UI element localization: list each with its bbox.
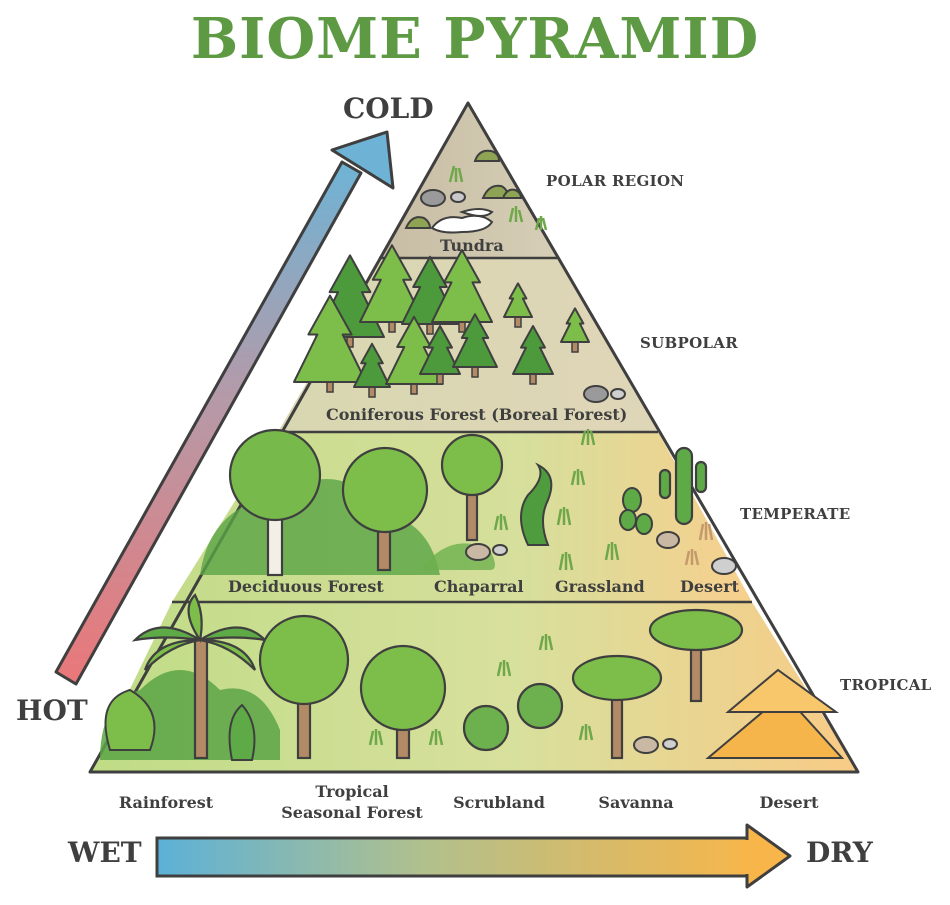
region-label-temperate: TEMPERATE bbox=[740, 505, 851, 523]
rock bbox=[610, 388, 626, 400]
region-label-subpolar: SUBPOLAR bbox=[640, 334, 738, 352]
conifer-tree bbox=[353, 342, 391, 398]
acacia-tree bbox=[648, 608, 744, 703]
conifer-tree bbox=[293, 294, 367, 393]
conifer-tree bbox=[419, 325, 461, 385]
temperate-illustration bbox=[200, 428, 737, 577]
biome-label-savanna: Savanna bbox=[598, 793, 674, 812]
moisture-arrow bbox=[155, 823, 792, 889]
page-title: BIOME PYRAMID bbox=[190, 6, 760, 72]
region-label-tropical: TROPICAL bbox=[840, 676, 932, 694]
biome-label-tropical-desert: Desert bbox=[759, 793, 819, 812]
conifer-tree bbox=[431, 249, 493, 333]
biome-label-scrubland: Scrubland bbox=[453, 793, 545, 812]
deciduous-tree bbox=[228, 428, 322, 577]
hot-label: HOT bbox=[16, 694, 88, 727]
conifer-tree bbox=[359, 244, 425, 333]
dry-label: DRY bbox=[806, 836, 873, 869]
biome-label-chaparral: Chaparral bbox=[434, 577, 524, 596]
conifer-tree bbox=[452, 313, 498, 378]
deciduous-tree bbox=[341, 446, 429, 572]
tropical-tree bbox=[258, 614, 350, 760]
wet-label: WET bbox=[68, 836, 142, 869]
coniferous-illustration bbox=[293, 244, 626, 403]
tropical-illustration bbox=[100, 593, 845, 761]
biome-label-tundra: Tundra bbox=[440, 236, 504, 255]
biome-label-coniferous: Coniferous Forest (Boreal Forest) bbox=[326, 405, 628, 424]
cactus bbox=[619, 487, 653, 535]
tropical-tree bbox=[359, 644, 447, 760]
conifer-tree bbox=[560, 307, 590, 353]
tundra-illustration bbox=[404, 149, 548, 234]
biome-label-tropical-seasonal-forest: Tropical Seasonal Forest bbox=[281, 782, 423, 822]
cactus bbox=[658, 446, 708, 526]
biome-label-rainforest: Rainforest bbox=[118, 793, 214, 812]
biome-label-grassland: Grassland bbox=[555, 577, 645, 596]
biome-label-deciduous: Deciduous Forest bbox=[228, 577, 384, 596]
chaparral-tree bbox=[440, 433, 504, 542]
region-label-polar: POLAR REGION bbox=[546, 172, 685, 190]
conifer-tree bbox=[512, 325, 554, 385]
acacia-tree bbox=[571, 654, 663, 760]
rock bbox=[583, 385, 609, 403]
conifer-tree bbox=[503, 282, 533, 328]
temperature-arrow bbox=[54, 130, 395, 686]
palm-tree bbox=[131, 593, 269, 760]
cold-label: COLD bbox=[343, 92, 434, 125]
biome-label-temperate-desert: Desert bbox=[680, 577, 740, 596]
tier-polar bbox=[379, 103, 557, 258]
